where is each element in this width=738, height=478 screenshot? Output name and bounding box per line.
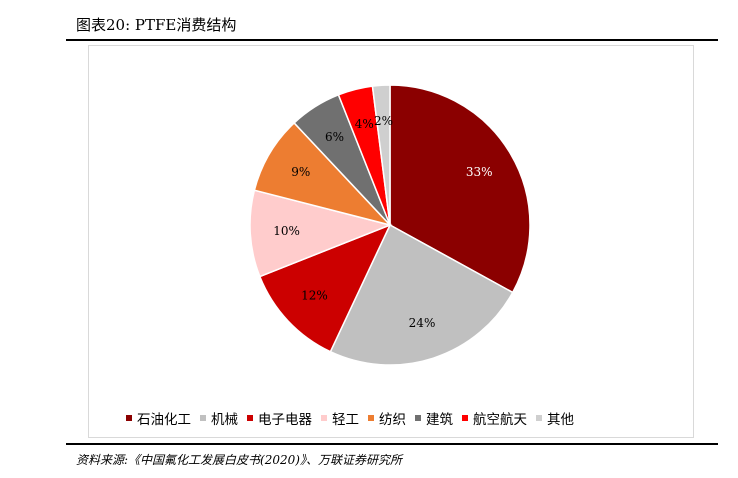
legend-label-8: 其他 <box>547 412 574 428</box>
legend-swatch-3 <box>247 415 253 421</box>
pie-slice-4 <box>249 189 393 278</box>
title-divider <box>66 39 718 41</box>
legend-label-5: 纺织 <box>379 412 406 428</box>
legend-label-7: 航空航天 <box>473 412 527 428</box>
page-title: 图表20: PTFE消费结构 <box>76 16 237 34</box>
legend-item-6: 建筑 <box>415 408 453 428</box>
chart-frame: 33% 24% 12% 10% 9% 6% 4% 2% <box>88 45 694 438</box>
slice-label-5: 9% <box>291 165 310 179</box>
legend-label-1: 石油化工 <box>137 412 191 428</box>
slice-label-7: 4% <box>355 117 374 131</box>
legend-label-3: 电子电器 <box>258 412 312 428</box>
legend-item-4: 轻工 <box>321 408 359 428</box>
legend-item-3: 电子电器 <box>247 408 312 428</box>
legend-item-8: 其他 <box>536 408 574 428</box>
legend-item-1: 石油化工 <box>126 408 191 428</box>
pie-slice-1 <box>389 84 531 294</box>
chart-legend: 石油化工 机械 电子电器 轻工 纺织 建筑 航空航天 其他 <box>126 408 583 428</box>
legend-item-7: 航空航天 <box>462 408 527 428</box>
slice-label-3: 12% <box>301 288 328 302</box>
legend-swatch-4 <box>321 415 327 421</box>
slice-label-1: 33% <box>466 165 493 179</box>
pie-slice-3 <box>258 223 392 353</box>
legend-label-4: 轻工 <box>332 412 359 428</box>
legend-swatch-7 <box>462 415 468 421</box>
pie-slice-5 <box>253 121 393 227</box>
footer-divider <box>66 443 718 445</box>
legend-item-2: 机械 <box>200 408 238 428</box>
source-note: 资料来源:《中国氟化工发展白皮书(2020)》、万联证券研究所 <box>76 453 402 467</box>
legend-swatch-5 <box>368 415 374 421</box>
slice-label-6: 6% <box>325 130 344 144</box>
legend-swatch-2 <box>200 415 206 421</box>
legend-swatch-1 <box>126 415 132 421</box>
pie-chart: 33% 24% 12% 10% 9% 6% 4% 2% <box>249 84 531 366</box>
legend-swatch-8 <box>536 415 542 421</box>
legend-label-2: 机械 <box>211 412 238 428</box>
slice-label-4: 10% <box>273 224 300 238</box>
slice-label-8: 2% <box>374 114 393 128</box>
legend-item-5: 纺织 <box>368 408 406 428</box>
legend-swatch-6 <box>415 415 421 421</box>
pie-slice-8 <box>371 84 391 226</box>
legend-label-6: 建筑 <box>426 412 453 428</box>
slice-label-2: 24% <box>409 316 436 330</box>
pie-slice-2 <box>329 223 514 366</box>
